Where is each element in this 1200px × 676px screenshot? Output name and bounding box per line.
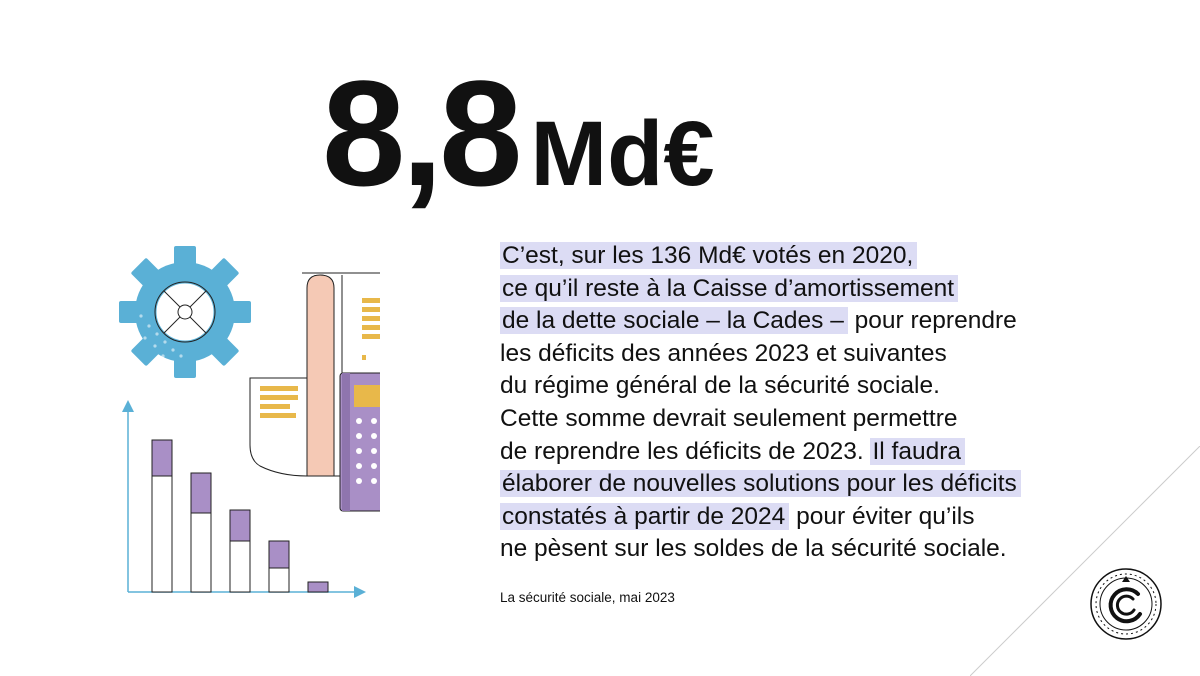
highlighted-text: de la dette sociale – la Cades – bbox=[500, 307, 848, 335]
body-line: de reprendre les déficits de 2023. Il fa… bbox=[500, 436, 1021, 469]
body-text-segment: Cette somme devrait seulement permettre bbox=[500, 404, 958, 432]
decorative-diagonal-line bbox=[970, 446, 1200, 676]
receipt-icon bbox=[249, 272, 380, 477]
body-text-segment: de reprendre les déficits de 2023. bbox=[500, 437, 871, 465]
institution-seal-icon bbox=[1090, 568, 1162, 640]
body-text-segment: les déficits des années 2023 et suivante… bbox=[500, 339, 947, 367]
body-line: du régime général de la sécurité sociale… bbox=[500, 370, 1021, 403]
highlighted-text: C’est, sur les 136 Md€ votés en 2020, bbox=[500, 242, 918, 269]
body-line: élaborer de nouvelles solutions pour les… bbox=[500, 468, 1021, 501]
body-line: de la dette sociale – la Cades – pour re… bbox=[500, 305, 1021, 338]
calculator-icon bbox=[339, 372, 380, 512]
highlighted-text: ce qu’il reste à la Caisse d’amortisseme… bbox=[500, 274, 959, 302]
body-line: constatés à partir de 2024 pour éviter q… bbox=[500, 501, 1021, 534]
body-text-segment: ne pèsent sur les soldes de la sécurité … bbox=[500, 535, 1007, 563]
body-line: Cette somme devrait seulement permettre bbox=[500, 403, 1021, 436]
body-line: les déficits des années 2023 et suivante… bbox=[500, 338, 1021, 371]
finance-illustration-icon bbox=[119, 246, 380, 598]
body-text-segment: pour reprendre bbox=[847, 307, 1017, 335]
headline-unit: Md€ bbox=[530, 103, 715, 205]
highlighted-text: élaborer de nouvelles solutions pour les… bbox=[500, 470, 1021, 498]
body-text-segment: pour éviter qu’ils bbox=[789, 502, 975, 530]
body-line: ce qu’il reste à la Caisse d’amortisseme… bbox=[500, 273, 1021, 306]
body-paragraph: C’est, sur les 136 Md€ votés en 2020, ce … bbox=[500, 240, 1021, 566]
gear-icon bbox=[119, 246, 251, 378]
source-caption: La sécurité sociale, mai 2023 bbox=[500, 590, 675, 605]
bar-chart-icon bbox=[122, 400, 366, 598]
body-line: C’est, sur les 136 Md€ votés en 2020, bbox=[500, 240, 1021, 273]
body-text-segment: du régime général de la sécurité sociale… bbox=[500, 372, 940, 400]
headline: 8,8 Md€ bbox=[322, 58, 715, 208]
highlighted-text: constatés à partir de 2024 bbox=[500, 502, 790, 530]
headline-value: 8,8 bbox=[322, 49, 523, 217]
highlighted-text: Il faudra bbox=[870, 437, 965, 465]
body-line: ne pèsent sur les soldes de la sécurité … bbox=[500, 533, 1021, 566]
